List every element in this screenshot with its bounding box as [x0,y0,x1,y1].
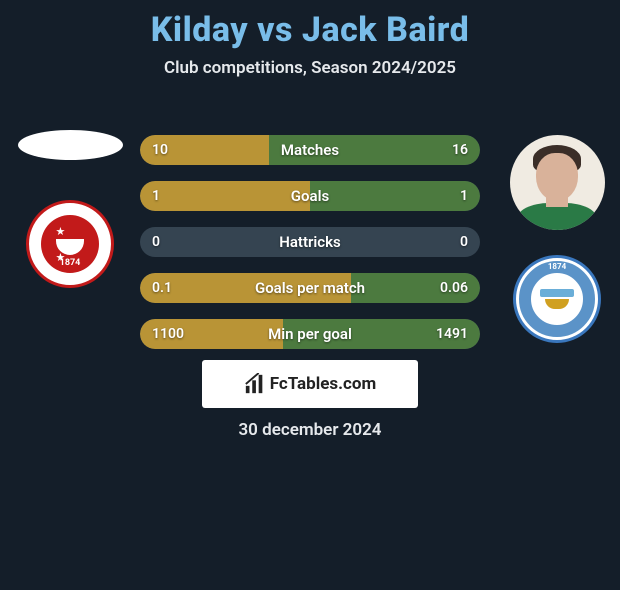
stat-value-left: 0.1 [152,280,172,296]
stat-value-right: 1 [460,188,468,204]
stat-row: 1 Goals 1 [140,181,480,211]
bar-chart-icon [244,373,266,395]
right-crest-year: 1874 [548,262,566,271]
stats-table: 10Matches161Goals10Hattricks00.1Goals pe… [140,135,480,365]
stat-value-left: 1 [152,188,160,204]
stat-value-right: 16 [452,142,468,158]
stat-value-right: 1491 [436,326,468,342]
right-player-avatar [510,135,605,230]
waves-icon [540,289,574,297]
stat-label: Matches [281,141,339,159]
stat-value-left: 1100 [152,326,184,342]
stat-row: 0.1 Goals per match 0.06 [140,273,480,303]
stat-value-right: 0.06 [440,280,468,296]
stat-fill-right [310,181,480,211]
fctables-logo: FcTables.com [202,360,418,408]
page-subtitle: Club competitions, Season 2024/2025 [0,58,620,78]
stat-value-left: 0 [152,234,160,250]
stat-label: Min per goal [268,325,352,343]
right-player-column: 1874 [502,135,612,343]
left-club-crest: ★ ★ ★ 1874 [26,200,114,288]
stat-row: 10 Matches 16 [140,135,480,165]
left-crest-year: 1874 [60,258,81,268]
ship-icon [545,299,569,309]
stat-row: 1100 Min per goal 1491 [140,319,480,349]
stat-label: Hattricks [279,233,341,251]
page-title: Kilday vs Jack Baird [0,10,620,50]
stat-label: Goals per match [255,279,365,297]
stat-fill-left [140,181,310,211]
left-player-column: ★ ★ ★ 1874 [10,130,130,288]
left-player-avatar [18,130,123,160]
footer-date: 30 december 2024 [238,420,381,440]
right-club-crest: 1874 [513,255,601,343]
stat-row: 0 Hattricks 0 [140,227,480,257]
stat-value-left: 10 [152,142,168,158]
stat-value-right: 0 [460,234,468,250]
stat-label: Goals [291,187,329,205]
logo-text: FcTables.com [270,374,376,394]
